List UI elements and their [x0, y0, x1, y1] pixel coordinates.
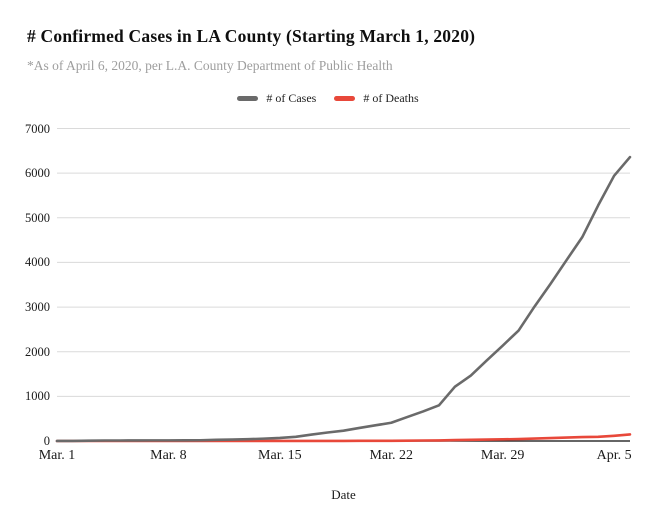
x-axis-title: Date	[331, 487, 356, 502]
y-tick-label: 4000	[25, 255, 50, 270]
legend-label-deaths: # of Deaths	[363, 91, 419, 105]
cases-line-swatch	[237, 96, 259, 101]
legend: # of Cases # of Deaths	[0, 91, 656, 106]
x-tick-label: Mar. 29	[480, 448, 525, 463]
y-tick-label: 7000	[25, 121, 50, 136]
y-tick-label: 6000	[25, 166, 50, 181]
x-tick-label: Mar. 15	[258, 448, 302, 463]
y-tick-label: 2000	[25, 344, 50, 359]
y-tick-label: 0	[43, 434, 50, 448]
legend-label-cases: # of Cases	[266, 91, 317, 105]
x-tick-label: Mar. 1	[38, 448, 76, 463]
legend-item-deaths: # of Deaths	[334, 91, 419, 106]
cases-line	[55, 155, 632, 443]
x-tick-label: Apr. 5	[596, 448, 632, 463]
chart-subtitle: *As of April 6, 2020, per L.A. County De…	[27, 58, 393, 73]
y-tick-label: 3000	[25, 300, 50, 315]
x-tick-label: Mar. 8	[150, 448, 187, 463]
x-tick-label: Mar. 22	[369, 448, 414, 463]
chart-title: # Confirmed Cases in LA County (Starting…	[27, 26, 476, 46]
y-tick-label: 1000	[25, 389, 50, 404]
legend-item-cases: # of Cases	[237, 91, 316, 106]
deaths-line-swatch	[334, 96, 356, 101]
y-tick-label: 5000	[25, 210, 50, 225]
